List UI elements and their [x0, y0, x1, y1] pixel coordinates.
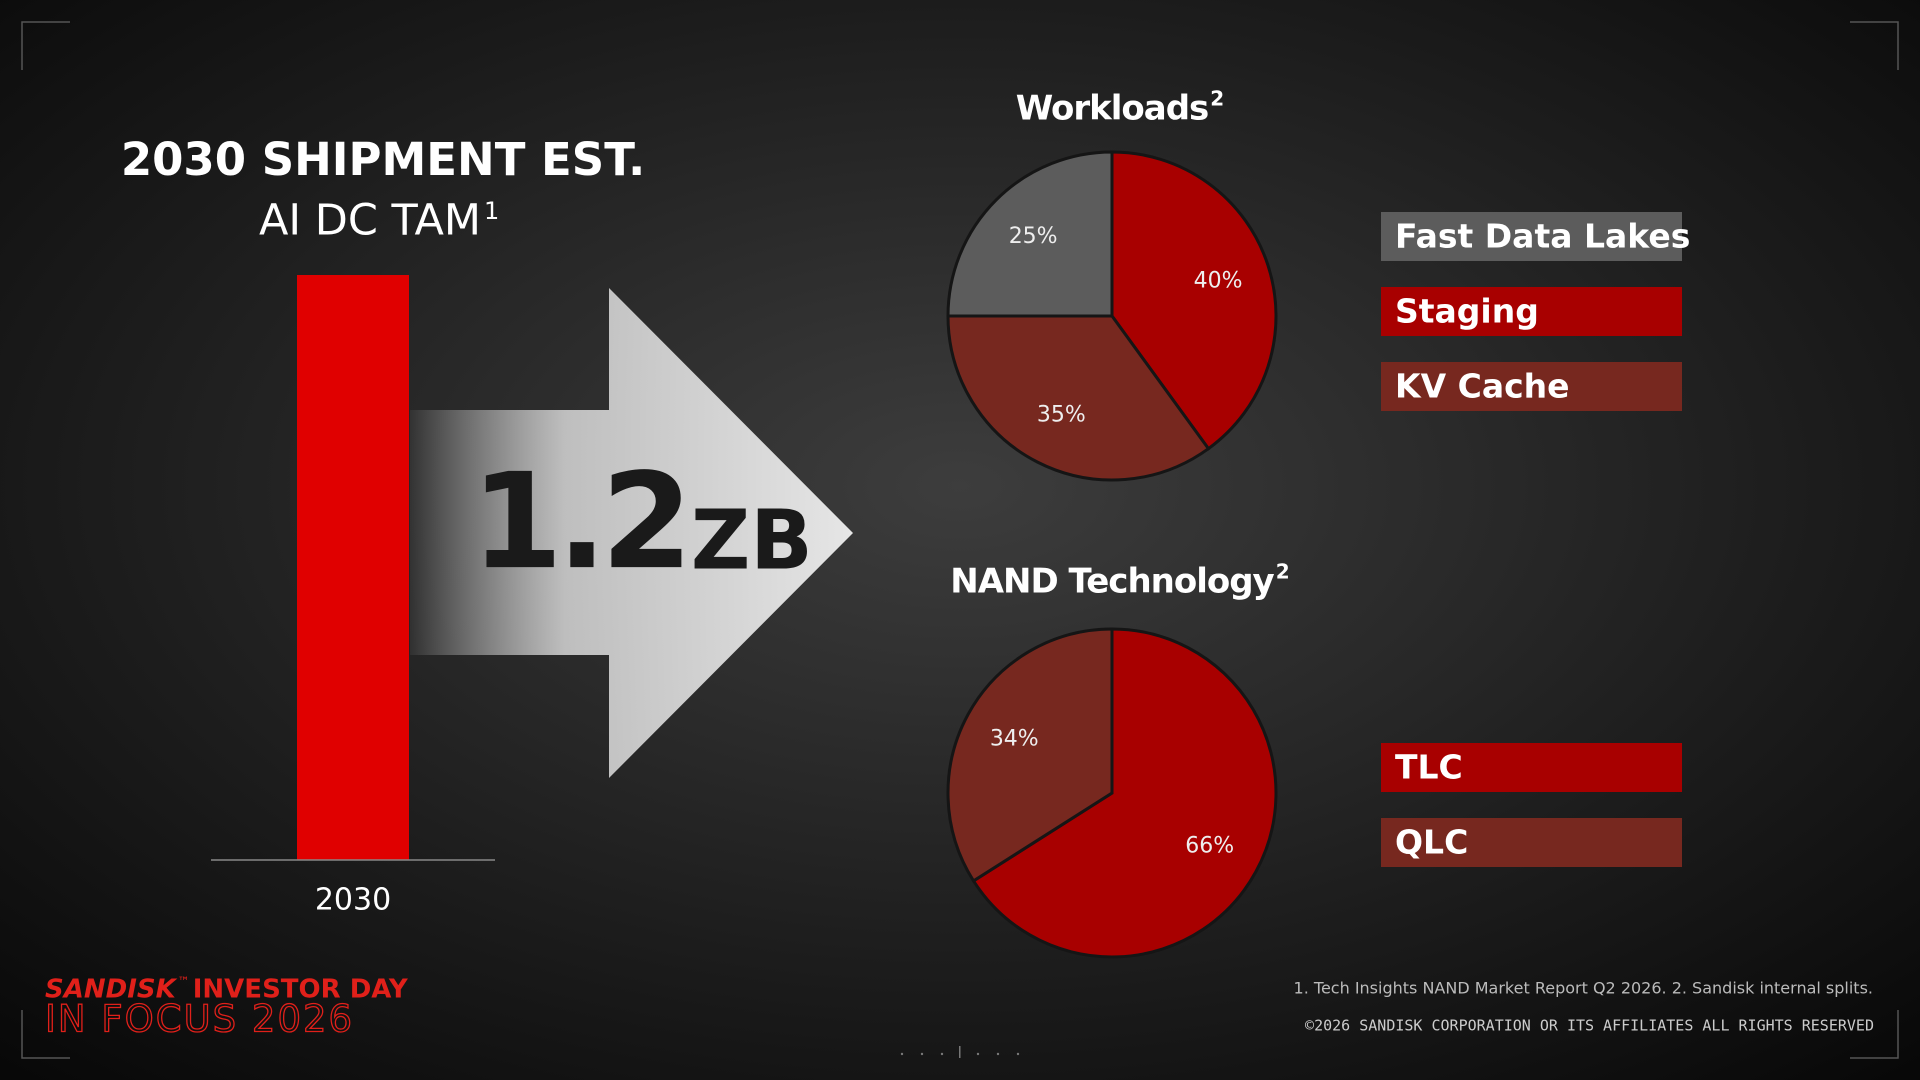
brand-tm: ™: [178, 975, 190, 989]
slice-label: 35%: [1037, 402, 1086, 427]
brand-event: INVESTOR DAY: [193, 975, 409, 1005]
copyright: ©2026 SANDISK CORPORATION OR ITS AFFILIA…: [1305, 1017, 1874, 1035]
pie-slice: [946, 314, 1211, 482]
footnote-marker: 1: [484, 197, 499, 225]
footnote-marker: 2: [1210, 87, 1224, 111]
legend-label: QLC: [1395, 823, 1468, 862]
pie-slice: [946, 150, 1114, 318]
slice-label: 25%: [1009, 224, 1058, 249]
brand-name: SANDISK: [45, 975, 178, 1005]
footnote-marker: 2: [1276, 560, 1290, 584]
bar: [297, 275, 409, 860]
footnotes: 1. Tech Insights NAND Market Report Q2 2…: [1294, 979, 1873, 998]
bar-title: 2030 SHIPMENT EST.: [121, 133, 645, 186]
slice-label: 40%: [1194, 269, 1243, 294]
legend-label: Staging: [1395, 292, 1539, 331]
corner-brackets: [21, 21, 1899, 1059]
legend-swatch: [1381, 362, 1682, 411]
pie-title: NAND Technology: [950, 562, 1274, 602]
legend-swatch: [1381, 287, 1682, 336]
legend-swatch: [1381, 743, 1682, 792]
arrow: [410, 288, 853, 778]
pie-title: Workloads: [1016, 89, 1209, 129]
legend-label: KV Cache: [1395, 367, 1570, 406]
slice-label: 34%: [990, 726, 1039, 751]
pie-slice: [946, 627, 1114, 883]
legend-label: TLC: [1395, 748, 1463, 787]
brand-tagline: IN FOCUS 2026: [45, 998, 354, 1041]
legend-swatch: [1381, 212, 1682, 261]
legend-label: Fast Data Lakes: [1395, 217, 1690, 256]
page-dots: [900, 1046, 1020, 1058]
legend-swatch: [1381, 818, 1682, 867]
value-label: 1.2: [471, 445, 687, 599]
x-tick-label: 2030: [315, 883, 391, 918]
bar-subtitle: AI DC TAM: [259, 196, 481, 246]
slice-label: 66%: [1185, 834, 1234, 859]
pie-slice: [971, 627, 1278, 959]
value-unit: ZB: [691, 493, 813, 588]
pie-slice: [1110, 150, 1278, 451]
